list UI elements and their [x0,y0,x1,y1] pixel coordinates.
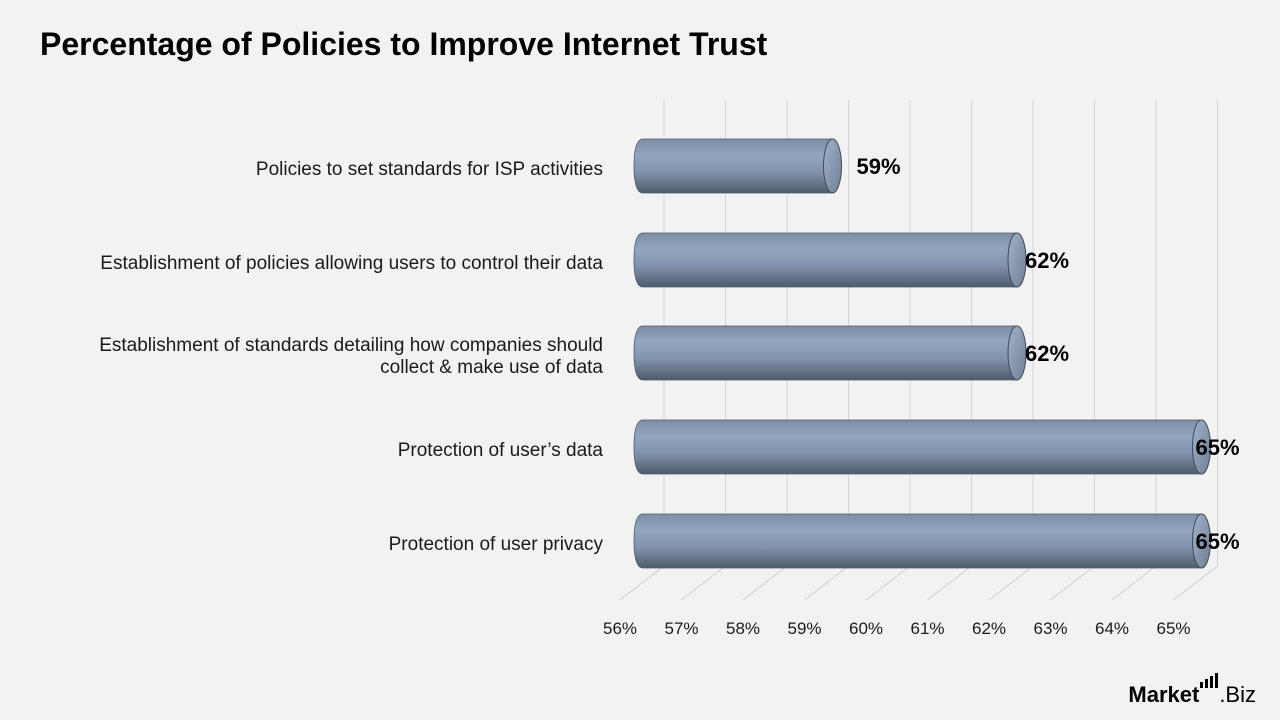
x-axis-ticks: 56% 57% 58% 59% 60% 61% 62% 63% 64% 65% [603,619,1191,638]
category-label: collect & make use of data [380,357,603,378]
x-tick-label: 58% [726,619,760,638]
floor-gridline [1050,565,1095,601]
x-tick-label: 63% [1033,619,1067,638]
x-tick-label: 60% [849,619,883,638]
data-label: 62% [1025,248,1069,273]
data-label: 65% [1196,435,1240,460]
x-tick-label: 56% [603,619,637,638]
category-label: Establishment of standards detailing how… [99,335,603,356]
floor-gridline [988,565,1034,601]
floor-gridline [1111,565,1157,601]
x-tick-label: 57% [664,619,698,638]
category-label: Establishment of policies allowing users… [100,253,603,274]
brand-bars-icon [1200,673,1219,688]
floor-gridline [1173,565,1218,601]
data-labels: 59% 62% 62% 65% 65% [857,154,1240,554]
floor-gridline [865,565,911,601]
bars [633,138,1211,569]
category-label: Protection of user privacy [389,534,604,555]
floor-gridline [742,565,788,601]
x-tick-label: 65% [1156,619,1190,638]
x-tick-label: 59% [787,619,821,638]
chart-title: Percentage of Policies to Improve Intern… [40,26,768,62]
brand-logo: Market .Biz [1128,673,1256,708]
category-label: Policies to set standards for ISP activi… [256,159,603,180]
x-tick-label: 64% [1095,619,1129,638]
data-label: 65% [1196,529,1240,554]
data-label: 59% [857,154,901,179]
x-tick-label: 62% [972,619,1006,638]
data-label: 62% [1025,341,1069,366]
category-label: Protection of user’s data [398,440,604,461]
bar [633,419,1211,475]
floor-gridline [804,565,849,601]
bar [633,325,1027,381]
bar [633,513,1211,569]
x-tick-label: 61% [910,619,944,638]
axis-floor [619,565,1218,601]
category-labels: Policies to set standards for ISP activi… [99,159,603,555]
floor-gridline [927,565,972,601]
floor-gridline [681,565,726,601]
floor-gridline [619,565,665,601]
bar [633,138,842,194]
bar [633,232,1027,288]
brand-name: Market [1128,682,1200,707]
brand-suffix: .Biz [1219,682,1256,707]
